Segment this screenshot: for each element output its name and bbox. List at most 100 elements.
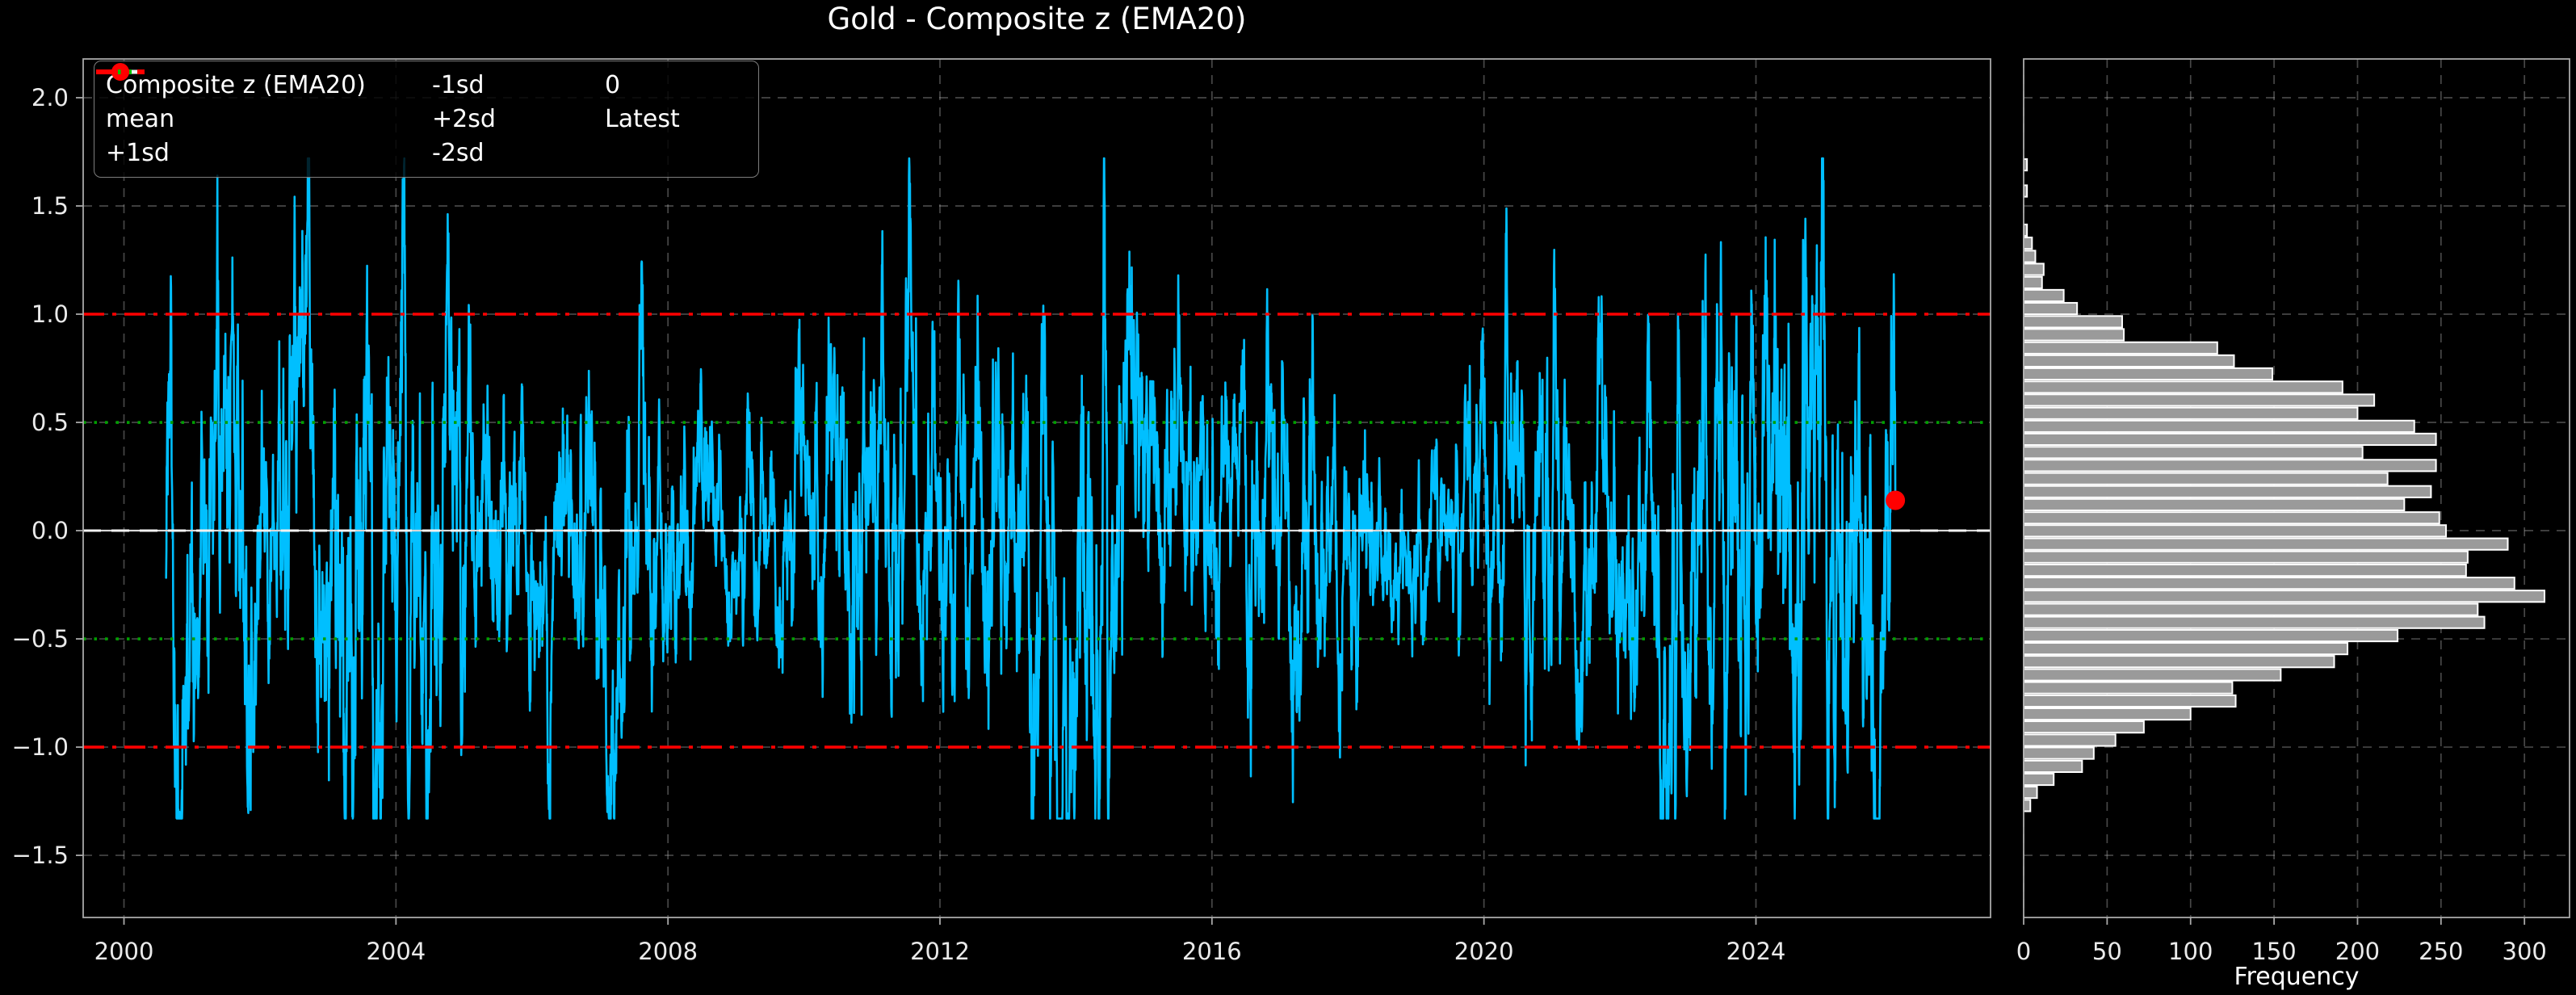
histogram-bar <box>2023 367 2274 381</box>
legend-entry[interactable]: -1sd <box>96 68 605 102</box>
legend-entry[interactable]: Composite z (EMA20) <box>96 68 432 102</box>
series-lines <box>165 157 1897 820</box>
y-tick-label: −0.5 <box>12 625 69 653</box>
histogram-bar <box>2023 785 2038 800</box>
histogram-bar <box>2023 341 2218 355</box>
y-tick-label: 2.0 <box>31 84 69 111</box>
legend-entry[interactable]: Latest <box>111 63 750 136</box>
x-tick-label: 2004 <box>366 938 426 965</box>
histogram-bar <box>2023 772 2055 787</box>
histogram-bar <box>2023 720 2145 734</box>
histogram-bar <box>2023 577 2515 590</box>
latest-marker <box>1886 490 1906 510</box>
legend-entry[interactable]: +1sd <box>96 69 432 170</box>
axes-spines-and-ticks <box>76 58 2570 925</box>
histogram-bar <box>2023 406 2359 420</box>
reference-lines <box>83 313 1991 749</box>
histogram-bar <box>2023 524 2448 538</box>
histogram-bar <box>2023 328 2125 342</box>
hist-x-tick-label: 150 <box>2251 938 2296 965</box>
histogram-bar <box>2023 694 2237 708</box>
legend-entry-label: 0 <box>605 70 621 99</box>
histogram-bar <box>2023 459 2437 472</box>
histogram-bar <box>2023 550 2469 564</box>
histogram-bar <box>2023 485 2432 498</box>
x-tick-label: 2012 <box>910 938 970 965</box>
legend-entry[interactable]: +2sd <box>96 69 605 136</box>
histogram-bar <box>2023 615 2486 629</box>
histogram-bar <box>2023 275 2043 289</box>
y-tick-label: 1.0 <box>31 300 69 328</box>
histogram-bar <box>2023 590 2545 603</box>
histogram-bar <box>2023 301 2079 316</box>
y-tick-label: −1.5 <box>12 842 69 869</box>
main-axes-frame <box>82 58 1991 918</box>
legend-entry[interactable]: 0 <box>96 68 750 102</box>
histogram-bars <box>2023 157 2545 812</box>
histogram-bar <box>2023 262 2045 276</box>
x-tick-label: 2024 <box>1726 938 1786 965</box>
legend-entry-label: +2sd <box>432 104 496 133</box>
legend-entry-label: mean <box>106 104 175 133</box>
legend-entry-label: Composite z (EMA20) <box>106 70 366 99</box>
hist-x-tick-label: 250 <box>2419 938 2463 965</box>
chart-legend: Composite z (EMA20) -1sd 0 mean +2sd Latest +1… <box>94 61 759 178</box>
histogram-bar <box>2023 380 2343 394</box>
x-tick-label: 2008 <box>638 938 698 965</box>
legend-entry-label: +1sd <box>106 139 170 168</box>
x-tick-label: 2000 <box>94 938 154 965</box>
hist-x-tick-label: 50 <box>2092 938 2122 965</box>
legend-empty-cell <box>605 136 750 170</box>
hist-x-tick-label: 300 <box>2503 938 2547 965</box>
histogram-bar <box>2023 432 2437 447</box>
histogram-bar <box>2023 602 2479 616</box>
histogram-bar <box>2023 315 2123 329</box>
legend-entry-label: -2sd <box>432 139 485 168</box>
hist-x-tick-label: 0 <box>2016 938 2031 965</box>
y-tick-label: −1.0 <box>12 733 69 761</box>
series-line <box>165 157 1897 820</box>
histogram-bar <box>2023 799 2032 812</box>
histogram-x-axis-label: Frequency <box>2234 963 2360 991</box>
hist-x-tick-label: 100 <box>2168 938 2213 965</box>
histogram-bar <box>2023 759 2083 774</box>
page-title: Gold - Composite z (EMA20) <box>827 2 1247 36</box>
y-tick-label: 0.0 <box>31 517 69 544</box>
histogram-bar <box>2023 668 2282 682</box>
histogram-bar <box>2023 628 2399 643</box>
hist-x-tick-label: 200 <box>2335 938 2380 965</box>
histogram-bar <box>2023 563 2467 577</box>
hist-axes-frame <box>2023 58 2570 918</box>
x-tick-label: 2020 <box>1454 938 1514 965</box>
legend-line-icon <box>96 69 145 74</box>
histogram-bar <box>2023 498 2406 511</box>
histogram-bar <box>2023 655 2335 669</box>
legend-entry-label: Latest <box>605 104 680 133</box>
y-tick-label: 0.5 <box>31 409 69 436</box>
latest-point-marker <box>1886 490 1906 510</box>
histogram-bar <box>2023 288 2065 303</box>
legend-entry-label: -1sd <box>432 70 485 99</box>
histogram-bar <box>2023 250 2037 263</box>
histogram-bar <box>2023 446 2364 460</box>
histogram-bar <box>2023 537 2509 551</box>
legend-line-icon <box>96 69 145 74</box>
histogram-bar <box>2023 707 2192 721</box>
histogram-bar <box>2023 746 2095 760</box>
histogram-bar <box>2023 393 2376 407</box>
histogram-bar <box>2023 642 2349 656</box>
legend-entry[interactable]: mean <box>96 69 432 136</box>
x-tick-label: 2016 <box>1182 938 1242 965</box>
tick-labels: 2000 2004 2008 2012 2016 2020 20242.01.51.00.5… <box>12 84 2547 965</box>
y-tick-label: 1.5 <box>31 192 69 220</box>
histogram-bar <box>2023 733 2117 747</box>
histogram-bar <box>2023 681 2234 695</box>
histogram-bar <box>2023 236 2033 250</box>
histogram-bar <box>2023 419 2415 433</box>
histogram-bar <box>2023 511 2440 525</box>
histogram-bar <box>2023 354 2235 367</box>
histogram-bar <box>2023 472 2389 485</box>
legend-entry[interactable]: -2sd <box>96 69 605 170</box>
